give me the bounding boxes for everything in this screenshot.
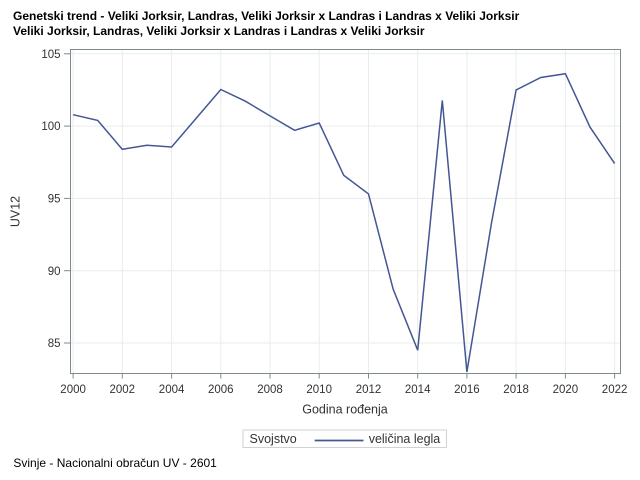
svg-text:2010: 2010	[306, 384, 332, 396]
svg-text:2008: 2008	[257, 384, 283, 396]
svg-text:Genetski trend - Veliki Jorksi: Genetski trend - Veliki Jorksir, Landras…	[13, 9, 520, 23]
svg-text:UV12: UV12	[9, 196, 23, 227]
svg-text:2014: 2014	[405, 384, 431, 396]
svg-text:2004: 2004	[159, 384, 185, 396]
svg-text:2022: 2022	[602, 384, 628, 396]
svg-text:Svinje - Nacionalni obračun UV: Svinje - Nacionalni obračun UV - 2601	[13, 456, 217, 470]
svg-text:2020: 2020	[553, 384, 579, 396]
svg-text:105: 105	[41, 49, 60, 61]
svg-text:2016: 2016	[454, 384, 480, 396]
svg-text:Godina rođenja: Godina rođenja	[302, 403, 388, 417]
svg-text:Veliki Jorksir, Landras, Velik: Veliki Jorksir, Landras, Veliki Jorksir …	[13, 24, 425, 38]
svg-text:Svojstvo: Svojstvo	[250, 432, 297, 446]
svg-text:100: 100	[41, 121, 60, 133]
svg-text:2006: 2006	[208, 384, 234, 396]
svg-text:85: 85	[48, 338, 61, 350]
svg-text:2018: 2018	[503, 384, 529, 396]
svg-text:90: 90	[48, 266, 61, 278]
svg-text:2012: 2012	[356, 384, 382, 396]
svg-text:95: 95	[48, 194, 61, 206]
svg-text:veličina legla: veličina legla	[369, 432, 441, 446]
svg-text:2002: 2002	[110, 384, 136, 396]
svg-text:2000: 2000	[60, 384, 86, 396]
